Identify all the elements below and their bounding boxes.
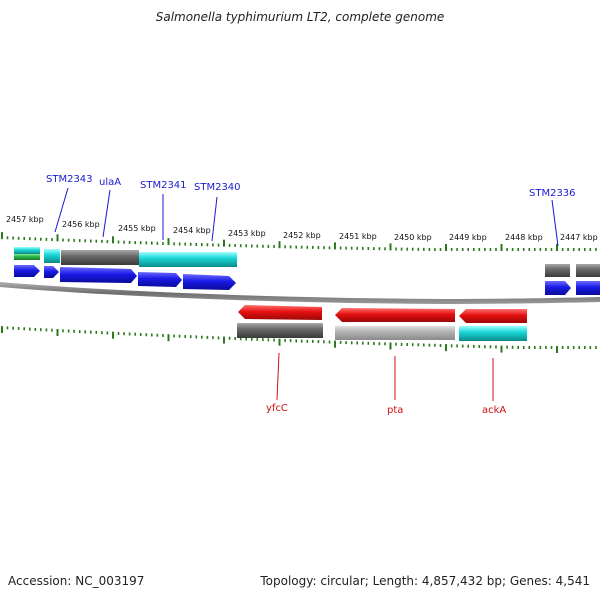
leader-line xyxy=(102,189,111,238)
scale-label: 2450 kbp xyxy=(394,233,432,242)
gene-label[interactable]: STM2340 xyxy=(194,182,241,193)
scale-label: 2448 kbp xyxy=(505,233,543,242)
feature-bar-cyan[interactable] xyxy=(14,247,40,254)
feature-bar-gray[interactable] xyxy=(545,264,570,277)
bottom-feature-track xyxy=(237,323,527,341)
scale-ticks-top xyxy=(1,232,597,251)
scale-label: 2454 kbp xyxy=(173,226,211,235)
cds-arrow-forward[interactable] xyxy=(14,265,40,277)
cds-arrow-forward[interactable] xyxy=(60,267,137,283)
cds-arrow-reverse[interactable] xyxy=(238,305,322,320)
leader-line xyxy=(54,187,69,233)
feature-bar-light-gray[interactable] xyxy=(335,326,455,340)
cds-arrow-forward[interactable] xyxy=(44,266,59,278)
reverse-cds-track xyxy=(238,305,527,323)
gene-label[interactable]: STM2341 xyxy=(140,180,187,191)
feature-bar-gray[interactable] xyxy=(61,250,139,265)
leader-line xyxy=(276,352,280,401)
scale-label: 2453 kbp xyxy=(228,229,266,238)
scale-label: 2456 kbp xyxy=(62,220,100,229)
feature-bar-green[interactable] xyxy=(14,254,40,260)
cds-arrow-reverse[interactable] xyxy=(335,308,455,322)
top-gene-labels: STM2343 ulaA STM2341 STM2340 STM2336 xyxy=(46,174,576,247)
accession-text: Accession: NC_003197 xyxy=(8,574,145,588)
feature-bar-cyan[interactable] xyxy=(459,326,527,341)
leader-line xyxy=(551,199,559,247)
gene-label[interactable]: pta xyxy=(387,405,403,416)
cds-arrow-forward[interactable] xyxy=(183,274,236,290)
leader-line xyxy=(211,196,218,242)
scale-label: 2451 kbp xyxy=(339,232,377,241)
scale-label: 2447 kbp xyxy=(560,233,598,242)
gene-label[interactable]: STM2336 xyxy=(529,188,576,199)
feature-bar-cyan[interactable] xyxy=(139,252,237,267)
scale-label: 2449 kbp xyxy=(449,233,487,242)
feature-bar-gray[interactable] xyxy=(237,323,323,338)
cds-arrow-reverse[interactable] xyxy=(459,309,527,323)
gene-label[interactable]: yfcC xyxy=(266,403,288,414)
genome-summary-text: Topology: circular; Length: 4,857,432 bp… xyxy=(260,574,590,588)
scale-label: 2452 kbp xyxy=(283,231,321,240)
scale-ticks-bottom xyxy=(1,326,597,353)
gene-label[interactable]: STM2343 xyxy=(46,174,93,185)
top-feature-track xyxy=(14,247,600,277)
feature-bar-gray[interactable] xyxy=(576,264,600,277)
cds-arrow-forward[interactable] xyxy=(138,272,182,287)
genome-backbone xyxy=(0,282,600,304)
scale-labels: 2457 kbp 2456 kbp 2455 kbp 2454 kbp 2453… xyxy=(6,215,598,242)
gene-label[interactable]: ackA xyxy=(482,405,506,416)
feature-bar-cyan[interactable] xyxy=(44,249,60,263)
forward-cds-track xyxy=(14,265,600,295)
scale-label: 2457 kbp xyxy=(6,215,44,224)
scale-label: 2455 kbp xyxy=(118,224,156,233)
genome-title: Salmonella typhimurium LT2, complete gen… xyxy=(155,10,445,24)
bottom-gene-labels: yfcC pta ackA xyxy=(266,352,506,416)
cds-arrow-forward[interactable] xyxy=(576,281,600,295)
gene-label[interactable]: ulaA xyxy=(99,177,121,188)
cds-arrow-forward[interactable] xyxy=(545,281,571,295)
